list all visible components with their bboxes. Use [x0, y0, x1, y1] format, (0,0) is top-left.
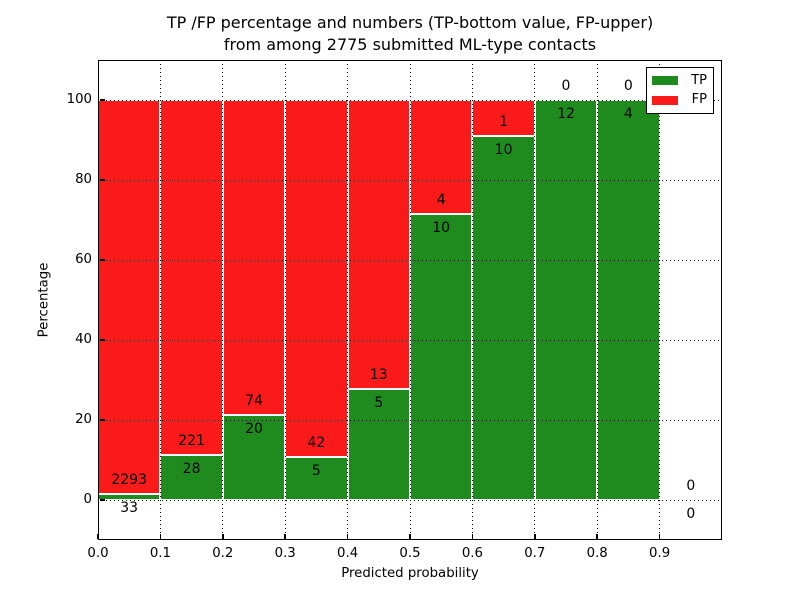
y-tick-label: 0 [83, 492, 92, 507]
gridline-vertical [471, 60, 473, 540]
x-tick-label: 0.9 [649, 546, 671, 561]
x-tick-label: 0.4 [337, 546, 359, 561]
gridline-vertical [659, 60, 661, 540]
y-tick-label: 100 [66, 92, 92, 107]
chart-title-line-2: from among 2775 submitted ML-type contac… [223, 35, 597, 54]
bar-segment-fp [160, 100, 223, 456]
bar-segment-fp [347, 100, 410, 389]
x-tick-label: 0.1 [149, 546, 171, 561]
legend-row-fp: FP [652, 93, 707, 107]
gridline-vertical [159, 60, 161, 540]
gridline-vertical [347, 60, 349, 540]
legend-label: TP [691, 72, 707, 88]
gridline-vertical [596, 60, 598, 540]
bar-segment-fp [472, 100, 535, 137]
x-tick-label: 0.3 [274, 546, 296, 561]
bar-segment-tp [222, 414, 286, 500]
bars-layer [98, 60, 722, 540]
legend-swatch-tp [652, 76, 678, 86]
bar-segment-fp [410, 100, 473, 215]
gridline-vertical [534, 60, 536, 540]
bar-segment-tp [160, 455, 223, 500]
legend: TP FP [646, 67, 714, 114]
x-tick-label: 0.7 [524, 546, 546, 561]
legend-swatch-fp [652, 95, 678, 105]
x-tick-label: 0.0 [87, 546, 109, 561]
grid-layer [98, 60, 722, 540]
bar-segment-tp [534, 100, 598, 500]
legend-label: FP [691, 92, 707, 108]
y-tick-label: 20 [75, 412, 92, 427]
x-axis-label: Predicted probability [341, 566, 479, 581]
bar-segment-tp [410, 214, 473, 500]
gridline-vertical [284, 60, 286, 540]
x-tick-label: 0.5 [399, 546, 421, 561]
bar-segment-fp [285, 100, 348, 458]
bar-segment-tp [285, 457, 348, 500]
y-tick-label: 80 [75, 172, 92, 187]
bar-segment-fp [222, 100, 286, 415]
x-tick-label: 0.8 [586, 546, 608, 561]
legend-row-tp: TP [652, 72, 707, 88]
bar-segment-tp [597, 100, 660, 500]
x-tick-label: 0.6 [461, 546, 483, 561]
bar-segment-tp [472, 136, 535, 500]
y-axis-label: Percentage [36, 262, 52, 338]
chart-title-line-1: TP /FP percentage and numbers (TP-bottom… [166, 13, 654, 32]
x-tick-label: 0.2 [212, 546, 234, 561]
gridline-vertical [222, 60, 224, 540]
bar-segment-tp [347, 388, 410, 500]
gridline-vertical [409, 60, 411, 540]
